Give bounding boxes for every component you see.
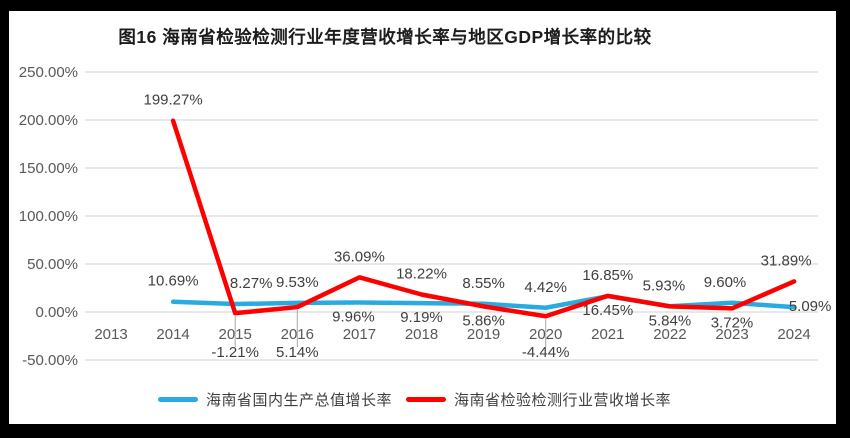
data-label: 5.86% bbox=[462, 312, 505, 329]
data-label: 8.55% bbox=[462, 275, 505, 292]
data-label: 4.42% bbox=[524, 279, 567, 296]
y-axis-tick-label: -50.00% bbox=[22, 352, 78, 369]
legend-label-gdp-growth: 海南省国内生产总值增长率 bbox=[206, 392, 393, 409]
x-axis-tick-label: 2024 bbox=[777, 326, 810, 343]
legend-swatch-gdp-growth bbox=[158, 397, 198, 402]
data-label: 36.09% bbox=[334, 248, 385, 265]
x-axis-tick-label: 2023 bbox=[715, 326, 748, 343]
data-label: 9.53% bbox=[276, 274, 319, 291]
x-axis-tick-label: 2017 bbox=[343, 326, 376, 343]
data-label: 5.14% bbox=[276, 344, 319, 361]
data-label: 5.84% bbox=[649, 312, 692, 329]
data-label: 16.85% bbox=[582, 267, 633, 284]
data-label: 9.19% bbox=[400, 309, 443, 326]
frame-left-bar bbox=[0, 0, 9, 438]
legend: 海南省国内生产总值增长率 海南省检验检测行业营收增长率 bbox=[158, 389, 671, 410]
data-label: 8.27% bbox=[230, 275, 273, 292]
y-axis-tick-label: 200.00% bbox=[19, 112, 78, 129]
frame-bottom-bar bbox=[0, 424, 850, 438]
data-label: 199.27% bbox=[143, 92, 202, 109]
data-label: 10.69% bbox=[148, 273, 199, 290]
legend-item-industry-revenue-growth: 海南省检验检测行业营收增长率 bbox=[406, 389, 671, 410]
data-label: 31.89% bbox=[761, 252, 812, 269]
frame-right-bar bbox=[836, 0, 850, 438]
y-axis-tick-label: 0.00% bbox=[35, 304, 78, 321]
x-axis-tick-label: 2018 bbox=[405, 326, 438, 343]
legend-swatch-industry-revenue-growth bbox=[406, 397, 447, 402]
data-label: 9.60% bbox=[704, 274, 747, 291]
legend-item-gdp-growth: 海南省国内生产总值增长率 bbox=[158, 389, 392, 410]
data-label: 18.22% bbox=[396, 266, 447, 283]
x-axis-tick-label: 2021 bbox=[591, 326, 624, 343]
data-label: -4.44% bbox=[522, 344, 570, 361]
data-label: -1.21% bbox=[211, 344, 259, 361]
y-axis-tick-label: 100.00% bbox=[19, 208, 78, 225]
x-axis-tick-label: 2022 bbox=[653, 326, 686, 343]
frame-top-bar bbox=[0, 0, 850, 11]
chart-title: 图16 海南省检验检测行业年度营收增长率与地区GDP增长率的比较 bbox=[118, 27, 652, 47]
x-axis-tick-label: 2019 bbox=[467, 326, 500, 343]
x-axis-tick-label: 2013 bbox=[94, 326, 127, 343]
y-axis-tick-label: 50.00% bbox=[27, 256, 78, 273]
data-label: 5.93% bbox=[643, 277, 686, 294]
x-axis-tick-label: 2014 bbox=[156, 326, 189, 343]
industry-revenue-growth-line bbox=[170, 118, 797, 319]
data-label: 9.96% bbox=[332, 308, 375, 325]
y-axis-tick-label: 250.00% bbox=[19, 64, 78, 81]
y-axis-tick-label: 150.00% bbox=[19, 160, 78, 177]
data-label: 3.72% bbox=[711, 314, 754, 331]
data-label: 16.45% bbox=[582, 302, 633, 319]
data-label: 5.09% bbox=[789, 298, 832, 315]
legend-label-industry-revenue-growth: 海南省检验检测行业营收增长率 bbox=[454, 392, 672, 409]
